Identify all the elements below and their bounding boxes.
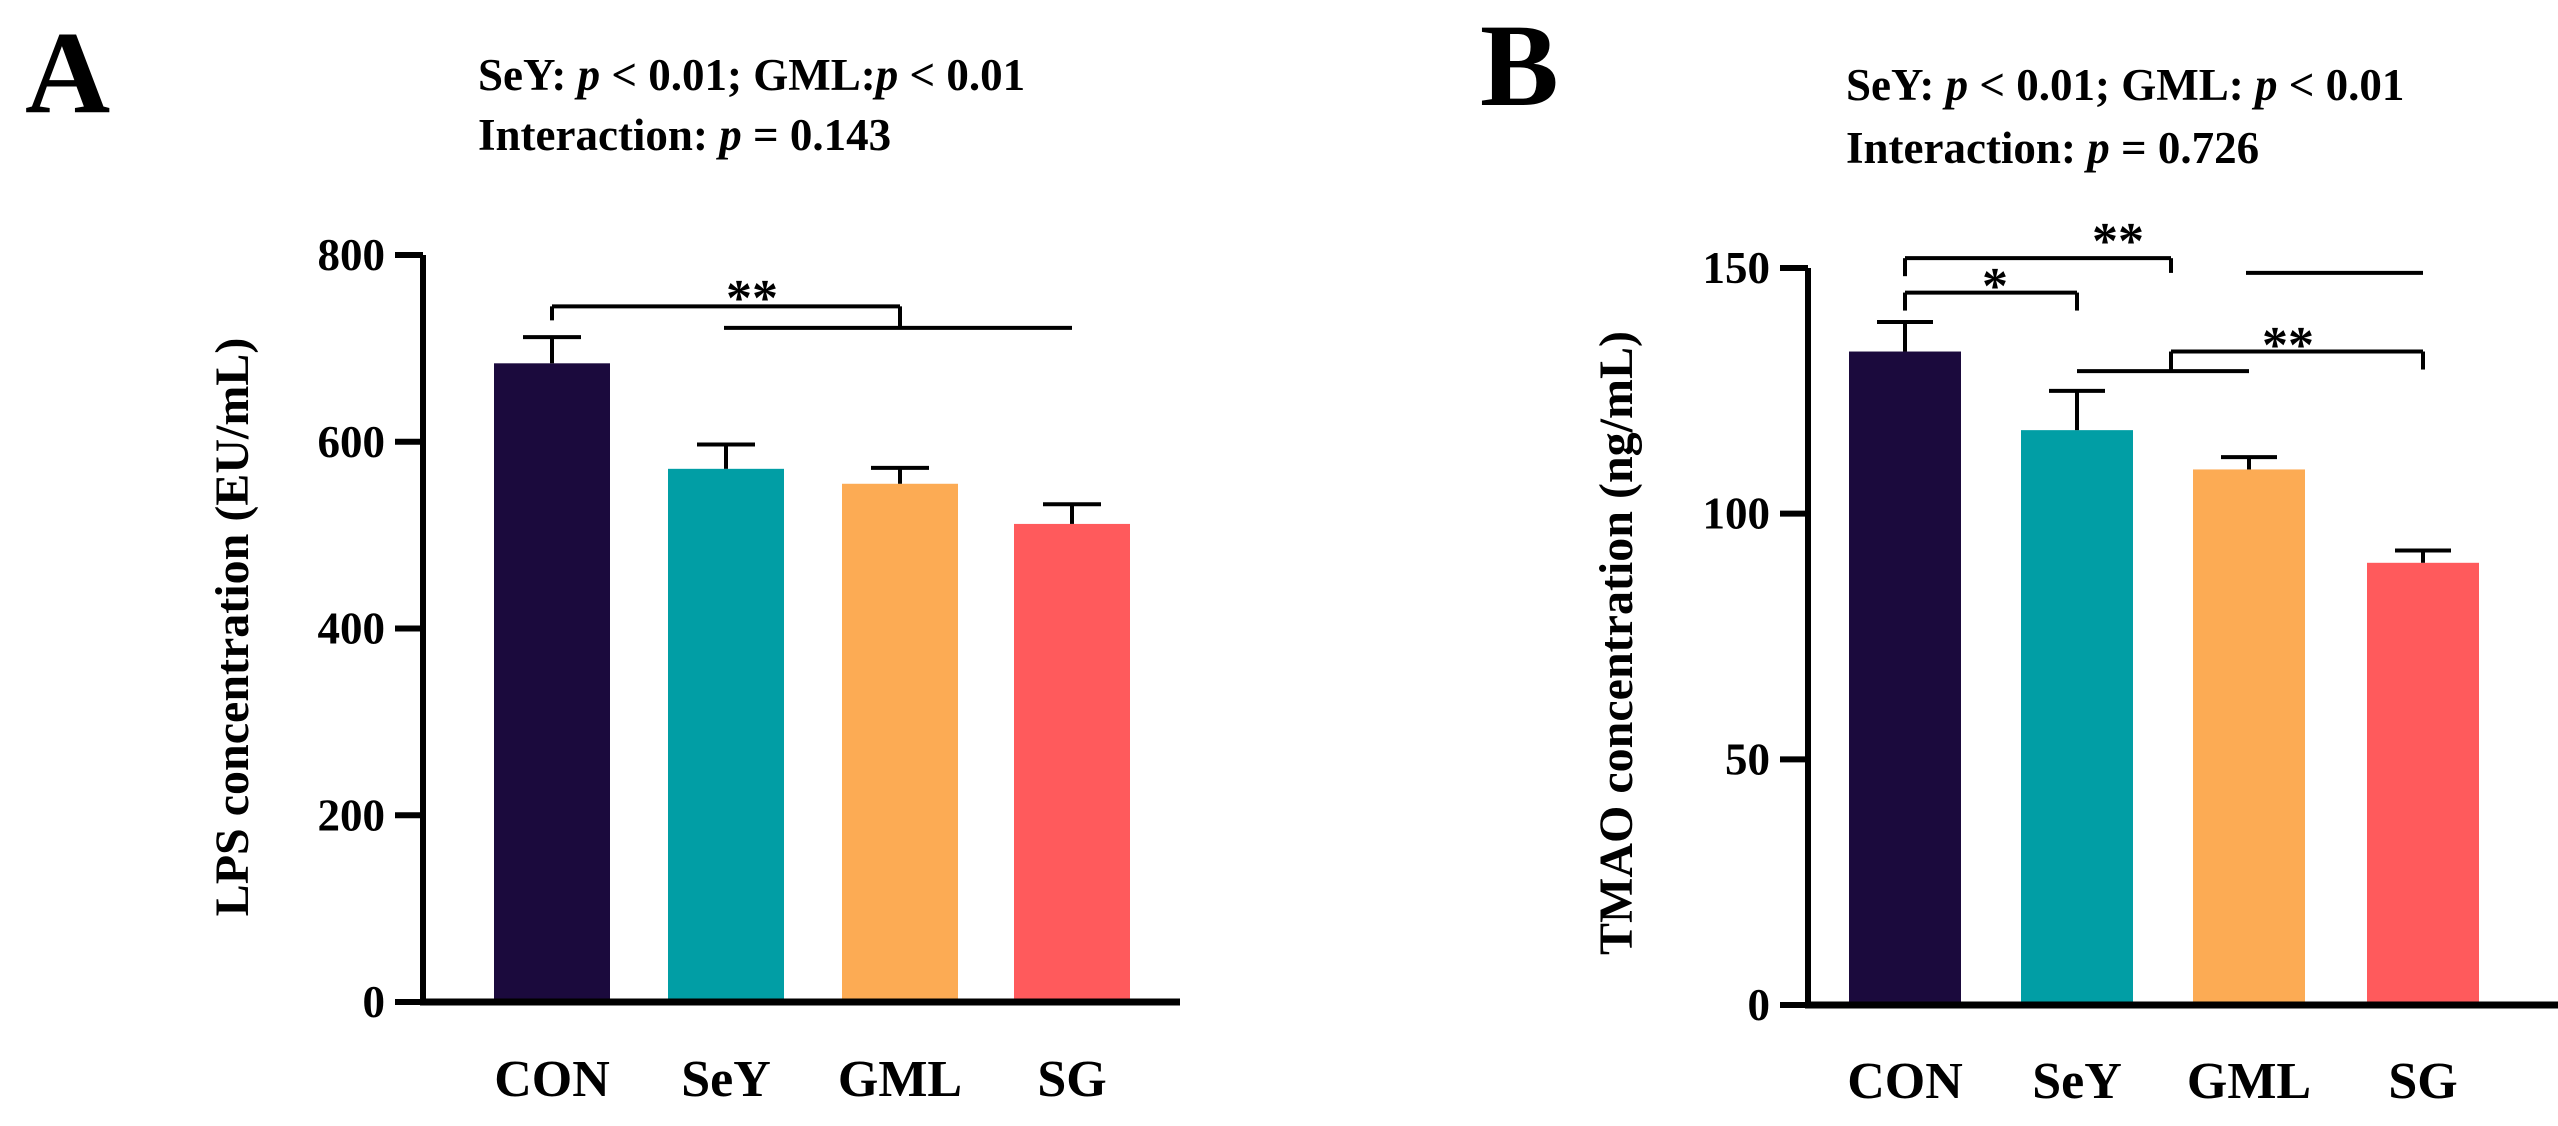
significance-label-gml-sg: ** <box>2262 317 2314 374</box>
error-bar-sg <box>1043 502 1101 524</box>
error-bar-sey <box>697 442 755 469</box>
bars-a <box>494 363 1130 1002</box>
panel-letter-b: B <box>1480 0 1559 131</box>
y-tick-label: 50 <box>1725 734 1770 784</box>
y-tick-label: 100 <box>1703 489 1771 539</box>
y-tick-label: 800 <box>318 230 386 280</box>
x-tick-label-sey: SeY <box>2032 1053 2122 1110</box>
bar-sg <box>2367 562 2479 1005</box>
error-bars-a <box>523 335 1101 524</box>
y-ticks-b: 0 50 100 150 <box>1703 243 1808 1030</box>
bar-sey <box>2021 430 2133 1005</box>
significance-b: ** * ** <box>1903 213 2425 374</box>
significance-label-con-sey: * <box>1982 258 2008 315</box>
stats-line-1-a: SeY: p < 0.01; GML:p < 0.01 <box>478 50 1025 100</box>
y-tick-label: 600 <box>318 417 386 467</box>
error-bar-gml <box>2221 455 2277 470</box>
x-tick-labels-a: CON SeY GML SG <box>494 1051 1106 1108</box>
x-tick-label-sg: SG <box>2388 1053 2457 1110</box>
y-axis-title-b: TMAO concentration (ng/mL) <box>1590 331 1643 955</box>
stats-line-1-b: SeY: p < 0.01; GML: p < 0.01 <box>1846 60 2404 110</box>
error-bars-b <box>1877 320 2451 563</box>
error-bar-con <box>523 335 581 364</box>
stats-line-2-a: Interaction: p = 0.143 <box>478 110 891 160</box>
significance-bracket-con-sey <box>1903 290 2079 311</box>
x-tick-label-gml: GML <box>838 1051 962 1108</box>
x-tick-labels-b: CON SeY GML SG <box>1847 1053 2457 1110</box>
x-tick-label-sey: SeY <box>681 1051 771 1108</box>
significance-bracket <box>550 304 1072 330</box>
x-tick-label-con: CON <box>1847 1053 1963 1110</box>
y-tick-label: 0 <box>363 977 386 1027</box>
significance-a: ** <box>550 270 1072 330</box>
y-tick-label: 0 <box>1748 980 1771 1030</box>
bar-gml <box>2193 469 2305 1005</box>
x-tick-label-con: CON <box>494 1051 610 1108</box>
error-bar-sey <box>2049 388 2105 431</box>
significance-label-con-sg: ** <box>2092 213 2144 270</box>
significance-label: ** <box>726 270 778 327</box>
panel-b: B SeY: p < 0.01; GML: p < 0.01 Interacti… <box>1480 0 2558 1110</box>
panel-letter-a: A <box>25 7 110 138</box>
y-tick-label: 200 <box>318 790 386 840</box>
stats-line-2-b: Interaction: p = 0.726 <box>1846 123 2259 173</box>
panel-a: A SeY: p < 0.01; GML:p < 0.01 Interactio… <box>25 7 1180 1108</box>
y-axis-title-a: LPS concentration (EU/mL) <box>206 338 259 917</box>
error-bar-sg <box>2395 548 2451 563</box>
bar-con <box>1849 351 1961 1005</box>
bar-sg <box>1014 523 1130 1002</box>
bar-gml <box>842 483 958 1002</box>
bar-con <box>494 363 610 1002</box>
x-tick-label-gml: GML <box>2187 1053 2311 1110</box>
error-bar-gml <box>871 465 929 484</box>
bar-sey <box>668 468 784 1002</box>
bars-b <box>1849 351 2479 1005</box>
y-ticks-a: 0 200 400 600 800 <box>318 230 423 1027</box>
x-tick-label-sg: SG <box>1037 1051 1106 1108</box>
significance-bracket-con-sg <box>1903 256 2423 277</box>
error-bar-con <box>1877 320 1933 352</box>
significance-bracket-gml-sg <box>2077 349 2425 374</box>
y-tick-label: 150 <box>1703 243 1771 293</box>
y-tick-label: 400 <box>318 604 386 654</box>
